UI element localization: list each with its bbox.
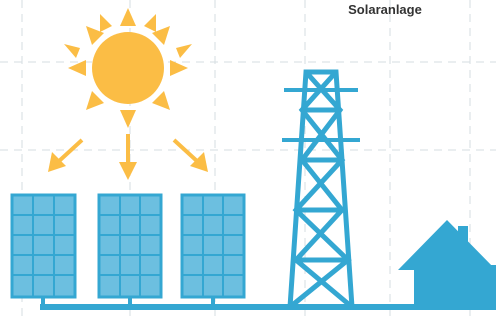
- solar-panels: [12, 195, 244, 307]
- solar-illustration: Solaranlage: [0, 0, 496, 317]
- house: [398, 220, 496, 307]
- title: Solaranlage: [348, 2, 422, 17]
- sun-rays-arrows: [48, 134, 208, 180]
- sun: [64, 8, 192, 128]
- power-pylon: [282, 72, 360, 307]
